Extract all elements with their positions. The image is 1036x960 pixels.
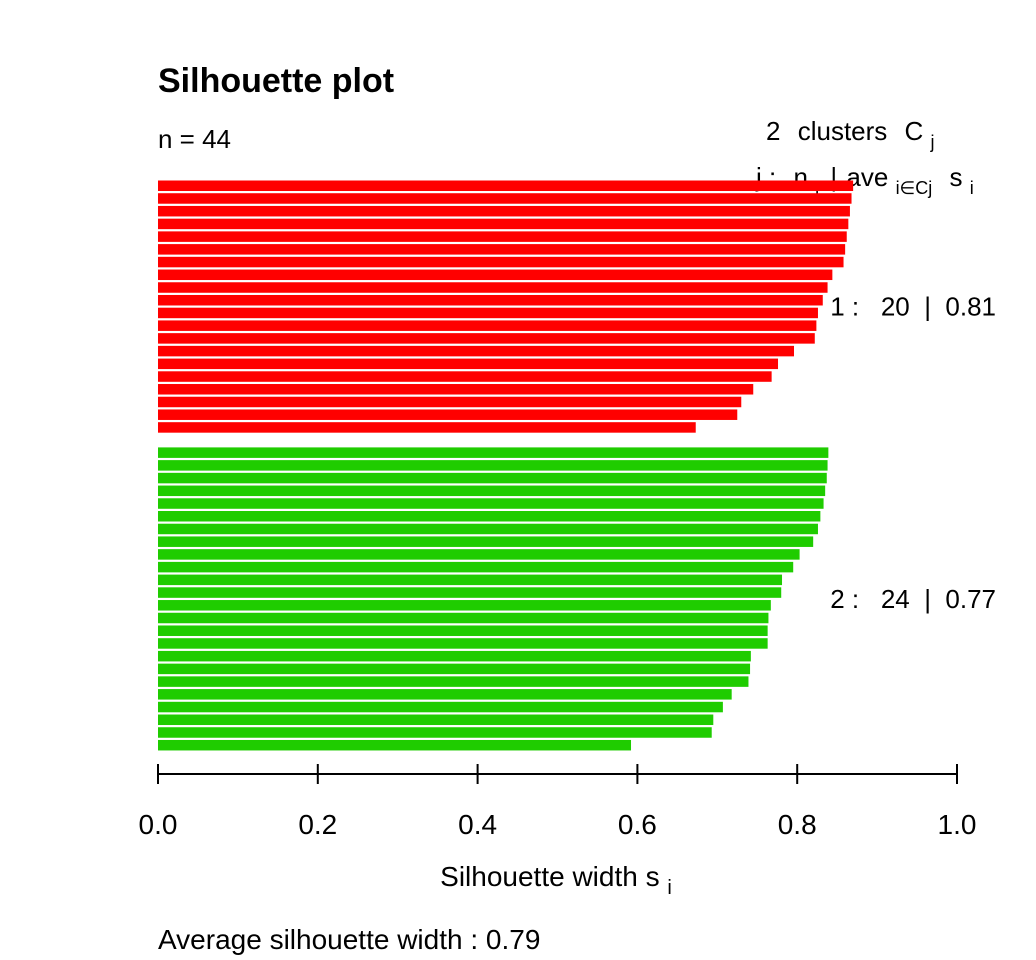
silhouette-bar-c1-17	[158, 384, 754, 395]
silhouette-bar-c2-24	[158, 739, 632, 751]
clusters-word: clusters	[798, 116, 888, 146]
legend-s: s	[949, 162, 962, 192]
x-tick-label-2: 0.4	[458, 809, 497, 840]
cluster-labels: 1 : 20 | 0.81 2 : 24 | 0.77	[830, 292, 996, 614]
silhouette-bar-c1-12	[158, 320, 817, 331]
silhouette-bar-c1-11	[158, 307, 818, 319]
silhouette-bar-c1-20	[158, 422, 696, 433]
legend-sep: |	[830, 162, 837, 192]
silhouette-bar-c2-7	[158, 523, 818, 535]
silhouette-bar-c2-2	[158, 460, 828, 471]
silhouette-bar-c2-11	[158, 574, 783, 586]
silhouette-bar-c2-20	[158, 689, 732, 700]
silhouette-bar-c2-13	[158, 600, 771, 611]
cluster-symbol-sub: j	[930, 132, 935, 152]
x-tick-label-1: 0.2	[298, 809, 337, 840]
silhouette-bar-c2-22	[158, 714, 714, 726]
silhouette-bar-c1-1	[158, 180, 854, 191]
average-silhouette-width: Average silhouette width : 0.79	[158, 924, 540, 955]
silhouette-bar-c2-19	[158, 676, 749, 687]
x-axis-label-sub: i	[667, 877, 671, 899]
silhouette-bar-c1-4	[158, 218, 849, 230]
legend-ave: ave	[846, 162, 888, 192]
chart-title: Silhouette plot	[158, 62, 394, 100]
sample-size-label: n = 44	[158, 124, 231, 154]
silhouette-bars	[158, 180, 854, 751]
silhouette-bar-c1-18	[158, 396, 742, 408]
silhouette-bar-c1-2	[158, 193, 852, 204]
silhouette-bar-c2-5	[158, 498, 824, 509]
silhouette-bar-c2-12	[158, 587, 782, 598]
silhouette-bar-c1-19	[158, 409, 738, 420]
x-tick-label-5: 1.0	[938, 809, 977, 840]
x-tick-label-0: 0.0	[139, 809, 178, 840]
silhouette-bar-c2-4	[158, 485, 826, 497]
silhouette-bar-c2-6	[158, 511, 821, 522]
x-tick-label-4: 0.8	[778, 809, 817, 840]
silhouette-bar-c2-3	[158, 472, 827, 484]
silhouette-bar-c2-18	[158, 663, 751, 675]
silhouette-bar-c2-21	[158, 701, 723, 713]
silhouette-bar-c2-9	[158, 549, 800, 560]
silhouette-bar-c1-8	[158, 269, 833, 281]
cluster-label-1: 1 : 20 | 0.81	[830, 292, 996, 322]
legend-ave-sub: i∈Cj	[896, 178, 933, 198]
clusters-count: 2	[766, 116, 780, 146]
silhouette-bar-c2-15	[158, 625, 768, 636]
silhouette-bar-c2-1	[158, 447, 829, 458]
silhouette-bar-c1-14	[158, 345, 794, 357]
silhouette-bar-c1-10	[158, 294, 823, 306]
silhouette-bar-c1-5	[158, 231, 847, 242]
silhouette-bar-c2-10	[158, 561, 794, 573]
silhouette-bar-c2-16	[158, 638, 768, 649]
cluster-symbol: C	[905, 116, 924, 146]
x-tick-label-3: 0.6	[618, 809, 657, 840]
silhouette-bar-c2-17	[158, 650, 751, 662]
silhouette-bar-c2-8	[158, 536, 814, 547]
silhouette-bar-c1-6	[158, 244, 846, 255]
silhouette-bar-c1-13	[158, 333, 815, 344]
silhouette-bar-c1-15	[158, 358, 779, 370]
legend-s-sub: i	[970, 178, 974, 198]
silhouette-bar-c2-23	[158, 727, 712, 738]
clusters-header: 2 clusters C j	[766, 116, 935, 152]
silhouette-bar-c2-14	[158, 612, 769, 624]
x-axis: 0.0 0.2 0.4 0.6 0.8 1.0	[139, 764, 977, 840]
silhouette-bar-c1-7	[158, 256, 844, 268]
silhouette-bar-c1-9	[158, 282, 828, 293]
silhouette-bar-c1-16	[158, 371, 772, 382]
silhouette-bar-c1-3	[158, 205, 850, 217]
cluster-label-2: 2 : 24 | 0.77	[830, 584, 996, 614]
x-axis-label-main: Silhouette width s	[440, 861, 659, 892]
x-axis-label: Silhouette width s i	[440, 861, 672, 899]
